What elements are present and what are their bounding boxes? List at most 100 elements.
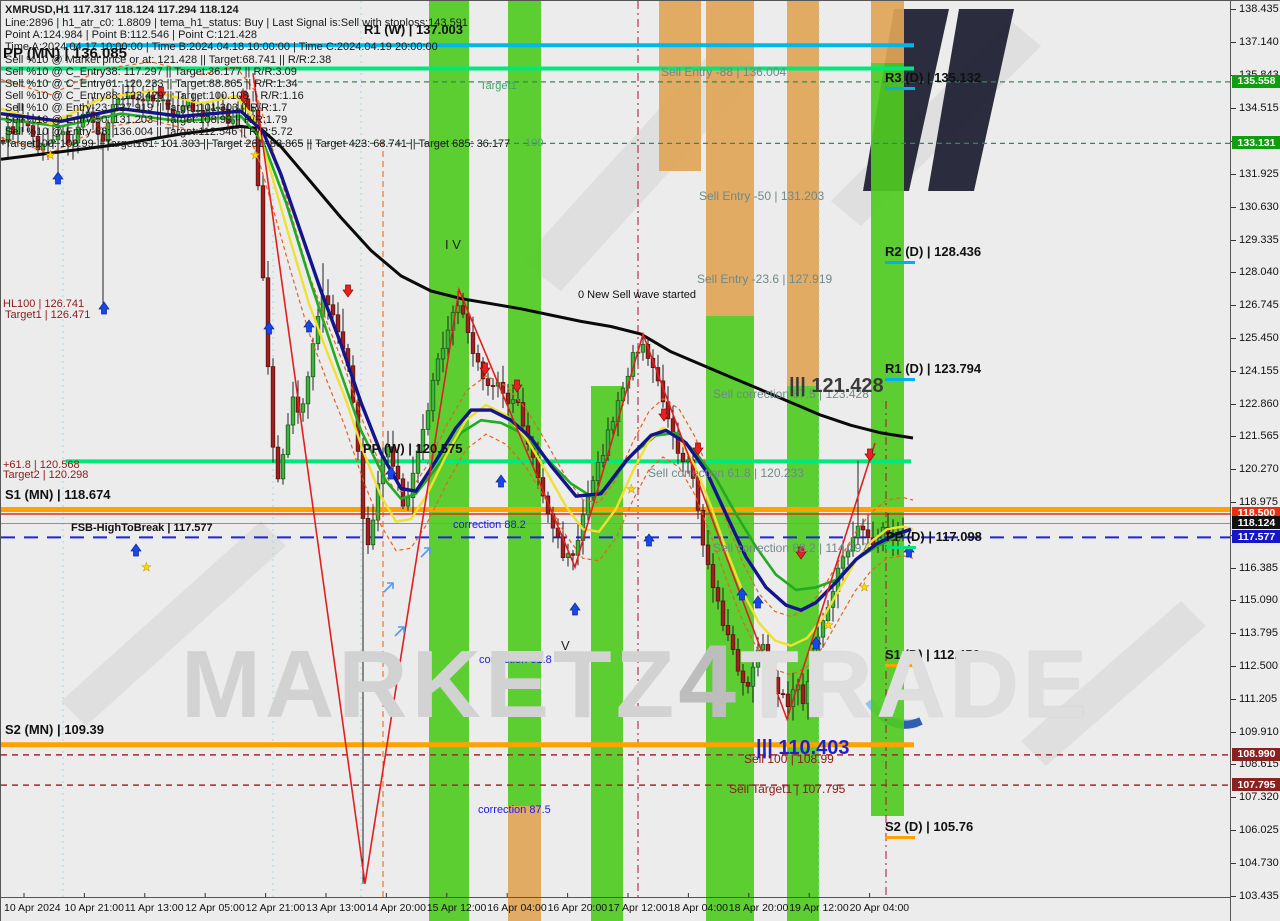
price-tick-mark <box>1231 436 1236 438</box>
signal-band <box>871 1 904 63</box>
price-tick-label: 125.450 <box>1239 331 1279 344</box>
buy-arrow-icon <box>52 171 64 185</box>
s1-daily-label: S1 (D) | 112.456 <box>885 647 980 662</box>
annotation-label: Sell Entry -23.6 | 127.919 <box>697 272 833 286</box>
time-tick-label: 16 Apr 04:00 <box>487 902 547 914</box>
candle-body <box>465 313 471 333</box>
targets-line: Target100: 108.99 || Target161: 101.303 … <box>5 138 511 150</box>
buy-arrow-icon <box>736 587 748 601</box>
candle-body <box>735 649 741 672</box>
candle-body <box>390 446 396 467</box>
candle-body <box>230 119 236 124</box>
candle-body <box>100 133 106 142</box>
s2-monthly-line-label: S2 (MN) | 109.39 <box>5 722 105 737</box>
price-tick-label: 113.795 <box>1239 627 1278 640</box>
annotation-label: Target1 <box>480 80 517 92</box>
candle-body <box>865 529 871 539</box>
annotation-label: 0 New Sell wave started <box>578 289 696 301</box>
candle-body <box>640 343 646 353</box>
candle-body <box>765 644 771 660</box>
candle-body <box>695 477 701 511</box>
annotation-label: V <box>561 638 570 653</box>
candle-body <box>155 100 161 102</box>
price-tick-label: 131.925 <box>1239 167 1279 180</box>
price-tick-mark <box>1231 173 1236 175</box>
time-tick-label: 15 Apr 12:00 <box>426 902 487 914</box>
price-tick-mark <box>1231 108 1236 110</box>
r1-daily-label: R1 (D) | 123.794 <box>885 361 982 376</box>
price-tick-label: 116.385 <box>1239 561 1278 574</box>
candle-body <box>70 142 76 146</box>
price-tick-mark <box>1231 698 1236 700</box>
signal-band <box>871 63 904 816</box>
candle-body <box>10 126 16 134</box>
price-tick-label: 138.435 <box>1239 3 1279 15</box>
sell-line: Sell %10 @ C_Entry88: 123.429 || Target:… <box>5 90 304 102</box>
candle-body <box>260 185 266 279</box>
times-line: Time A:2024.04.17 10:00:00 | Time B:2024… <box>5 41 438 53</box>
price-tick-mark <box>1231 567 1236 569</box>
time-tick-label: 16 Apr 20:00 <box>547 902 608 914</box>
buy-arrow-icon <box>643 533 655 547</box>
sell-arrow-icon <box>238 90 250 104</box>
price-badge: 133.131 <box>1232 136 1280 150</box>
time-axis[interactable]: 10 Apr 2024 10 Apr 21:00 11 Apr 13:00 12 Ap… <box>1 897 1230 921</box>
time-tick-label: 13 Apr 13:00 <box>306 902 366 914</box>
symbol-ohlc-line: XMRUSD,H1 117.317 118.124 117.294 118.12… <box>5 4 239 16</box>
candle-body <box>715 587 721 602</box>
price-tick-mark <box>1231 600 1236 602</box>
candle-body <box>30 125 36 137</box>
candle-body <box>410 472 416 499</box>
r3-daily-underline <box>885 87 915 90</box>
time-tick-label: 12 Apr 21:00 <box>245 902 306 914</box>
price-tick-mark <box>1231 9 1236 10</box>
price-tick-label: 126.745 <box>1239 299 1279 312</box>
time-tick-label: 10 Apr 2024 <box>4 902 61 914</box>
candle-body <box>430 379 436 412</box>
candle-body <box>475 353 481 363</box>
candle-body <box>220 106 226 110</box>
price-tick-mark <box>1231 862 1236 864</box>
buy-arrow-icon <box>385 466 397 480</box>
candle-body <box>845 550 851 558</box>
sell-arrow-icon <box>342 284 354 298</box>
annotation-label: correction 61.8 <box>479 654 552 666</box>
sell-arrow-icon <box>155 86 167 100</box>
annotation-label: Sell correction 88.2 | 114.297 <box>713 541 868 555</box>
s2-daily-label: S2 (D) | 105.76 <box>885 819 974 834</box>
candle-body <box>50 139 56 144</box>
candle-body <box>40 143 46 151</box>
pp-weekly-line-label: PP (W) | 120.575 <box>363 441 463 456</box>
candle-body <box>400 478 406 507</box>
candle-body <box>785 693 791 707</box>
buy-arrow-icon <box>903 544 915 558</box>
candle-body <box>720 600 726 626</box>
candle-body <box>310 343 316 378</box>
signal-band <box>706 1 754 316</box>
candle-body <box>90 111 96 123</box>
pp-monthly-label: PP (MN) | 136.085 <box>3 45 127 62</box>
candle-body <box>180 105 186 112</box>
price-tick-label: 109.910 <box>1239 725 1279 738</box>
buy-arrow-icon <box>263 321 275 335</box>
buy-arrow-icon <box>98 301 110 315</box>
candle-body <box>670 418 676 435</box>
price-tick-label: 115.090 <box>1239 594 1278 607</box>
candle-body <box>855 525 861 538</box>
annotation-label: Sell 100 | 108.99 <box>744 752 834 766</box>
candle-body <box>5 126 11 143</box>
price-badge: 118.124 <box>1232 516 1280 530</box>
star-marker-icon: ★ <box>859 580 870 594</box>
candle-body <box>290 396 296 426</box>
candle-body <box>750 666 756 687</box>
candle-body <box>745 682 751 687</box>
annotation-label: ||| 121.428 <box>789 375 884 397</box>
candle-body <box>445 329 451 349</box>
candle-body <box>740 670 746 683</box>
price-axis[interactable]: 138.435137.140135.843134.515133.220131.9… <box>1230 1 1280 921</box>
candle-body <box>1 140 6 143</box>
sell-line: Sell %10 @ Entry-50: 131.203 || Target:1… <box>5 114 288 126</box>
breakout-arrow-icon <box>383 582 394 593</box>
sell-arrow-icon <box>658 408 670 422</box>
